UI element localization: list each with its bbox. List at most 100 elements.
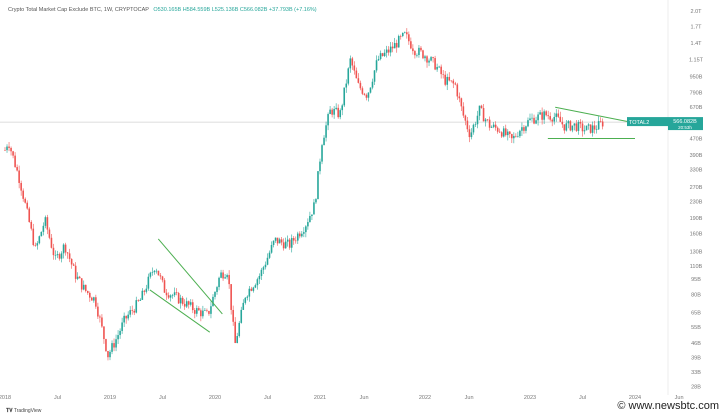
candle-body	[115, 339, 117, 348]
trendline	[149, 289, 211, 333]
candle-body	[452, 80, 455, 84]
candle-body	[375, 60, 378, 71]
candle-body	[260, 269, 263, 277]
candle-body	[248, 288, 251, 297]
candle-body	[210, 306, 212, 314]
candle-body	[234, 321, 236, 343]
candle-body	[32, 228, 35, 246]
candle-body	[194, 310, 196, 314]
candle-body	[191, 302, 194, 311]
candle-body	[28, 208, 31, 222]
y-tick-label: 1.15T	[689, 58, 704, 64]
candle-body	[204, 310, 206, 311]
candle-body	[296, 233, 299, 241]
y-tick-label: 790B	[690, 91, 703, 97]
candle-body	[533, 117, 535, 124]
candle-body	[113, 343, 115, 348]
candle-body	[323, 137, 325, 146]
candle-body	[369, 87, 372, 93]
candle-body	[105, 339, 107, 352]
candle-body	[16, 167, 18, 171]
candle-body	[476, 115, 479, 125]
candle-body	[319, 161, 321, 172]
candle-body	[436, 66, 438, 70]
candle-body	[68, 253, 71, 259]
y-tick-label: 39B	[691, 355, 701, 361]
candle-body	[179, 297, 182, 304]
candle-body	[183, 303, 186, 307]
candle-body	[474, 124, 477, 125]
price-axis	[668, 0, 725, 418]
candle-body	[341, 105, 344, 111]
symbol-badge-label: TOTAL2	[629, 120, 649, 126]
price-badge	[668, 117, 703, 131]
y-tick-label: 330B	[690, 168, 703, 174]
candle-body	[468, 129, 471, 138]
candle-body	[101, 317, 103, 327]
candle-body	[268, 252, 271, 258]
candle-body	[397, 36, 400, 48]
candle-body	[472, 124, 475, 133]
candle-body	[252, 287, 255, 291]
candle-body	[76, 276, 79, 279]
candle-body	[38, 236, 41, 244]
candle-body	[470, 132, 473, 138]
candle-body	[486, 119, 489, 121]
candle-body	[504, 128, 507, 136]
candle-body	[579, 121, 582, 124]
candle-body	[537, 114, 539, 121]
candle-body	[20, 182, 22, 191]
candle-body	[353, 65, 356, 71]
candle-body	[131, 310, 134, 311]
candle-body	[460, 98, 463, 107]
candle-body	[404, 32, 406, 33]
y-tick-label: 65B	[691, 311, 701, 317]
symbol-title: Crypto Total Market Cap Exclude BTC, 1W,…	[8, 7, 149, 13]
candle-body	[305, 226, 307, 233]
candle-body	[549, 116, 551, 120]
symbol-badge	[627, 117, 668, 127]
candle-body	[220, 272, 222, 278]
candle-body	[177, 293, 180, 304]
y-tick-label: 230B	[690, 199, 703, 205]
candle-body	[448, 76, 451, 81]
candle-body	[484, 119, 487, 122]
candle-body	[175, 292, 178, 293]
candle-body	[159, 275, 162, 277]
candle-body	[414, 51, 416, 56]
chart-header: Crypto Total Market Cap Exclude BTC, 1W,…	[8, 7, 317, 13]
candle-body	[117, 335, 119, 340]
candle-body	[232, 309, 234, 322]
candle-body	[86, 290, 89, 293]
candle-body	[464, 115, 467, 121]
tradingview-label: TradingView	[13, 408, 42, 414]
candle-body	[46, 217, 49, 230]
x-tick-label: Jul	[159, 395, 166, 401]
candle-body	[545, 111, 547, 116]
candle-body	[367, 92, 370, 98]
trendline	[157, 238, 223, 315]
candle-body	[365, 94, 368, 98]
candle-body	[456, 84, 459, 97]
candle-body	[424, 56, 426, 59]
candle-body	[212, 296, 214, 307]
candle-body	[254, 285, 257, 288]
candle-body	[428, 60, 430, 63]
candle-body	[559, 116, 562, 122]
y-tick-label: 950B	[690, 75, 703, 81]
candle-body	[517, 136, 519, 137]
candle-body	[12, 151, 14, 156]
candle-body	[597, 121, 600, 130]
candle-body	[553, 116, 556, 122]
candle-body	[333, 108, 335, 115]
candle-body	[50, 237, 53, 248]
candle-body	[62, 244, 65, 254]
candle-body	[4, 150, 6, 151]
candle-body	[593, 125, 596, 130]
candle-body	[187, 301, 190, 305]
candle-body	[157, 270, 160, 276]
candle-body	[224, 277, 226, 279]
candle-body	[78, 276, 81, 279]
candle-body	[391, 46, 394, 49]
